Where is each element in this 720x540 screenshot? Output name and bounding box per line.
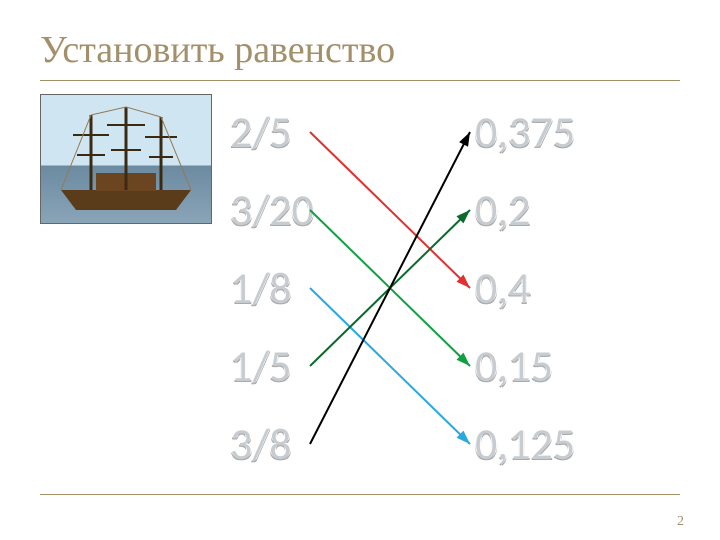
match-arrow xyxy=(310,288,470,444)
slide: Установить равенство 2/5 3/20 1/8 1/5 3/8 0,3… xyxy=(0,0,720,540)
right-item: 0,125 xyxy=(475,422,575,466)
right-item: 0,4 xyxy=(475,266,531,310)
divider-bottom xyxy=(40,494,680,495)
arrows-layer xyxy=(0,0,720,540)
match-arrow xyxy=(310,132,470,288)
match-arrow-head xyxy=(456,210,470,223)
right-item: 0,375 xyxy=(475,110,575,154)
left-item: 3/8 xyxy=(230,422,292,466)
left-item: 2/5 xyxy=(230,110,292,154)
match-arrow xyxy=(310,132,470,444)
match-arrow-head xyxy=(456,353,470,366)
match-arrow-head xyxy=(456,275,470,288)
match-arrow-head xyxy=(459,132,470,147)
page-number: 2 xyxy=(677,514,684,530)
match-arrow-head xyxy=(456,431,470,444)
left-item: 1/5 xyxy=(230,344,292,388)
match-arrow xyxy=(310,210,470,366)
right-item: 0,15 xyxy=(475,344,553,388)
left-item: 1/8 xyxy=(230,266,292,310)
ship-image xyxy=(40,94,212,224)
left-item: 3/20 xyxy=(230,188,314,232)
divider-top xyxy=(40,80,680,81)
page-title: Установить равенство xyxy=(40,28,395,72)
right-item: 0,2 xyxy=(475,188,531,232)
match-arrow xyxy=(310,210,470,366)
